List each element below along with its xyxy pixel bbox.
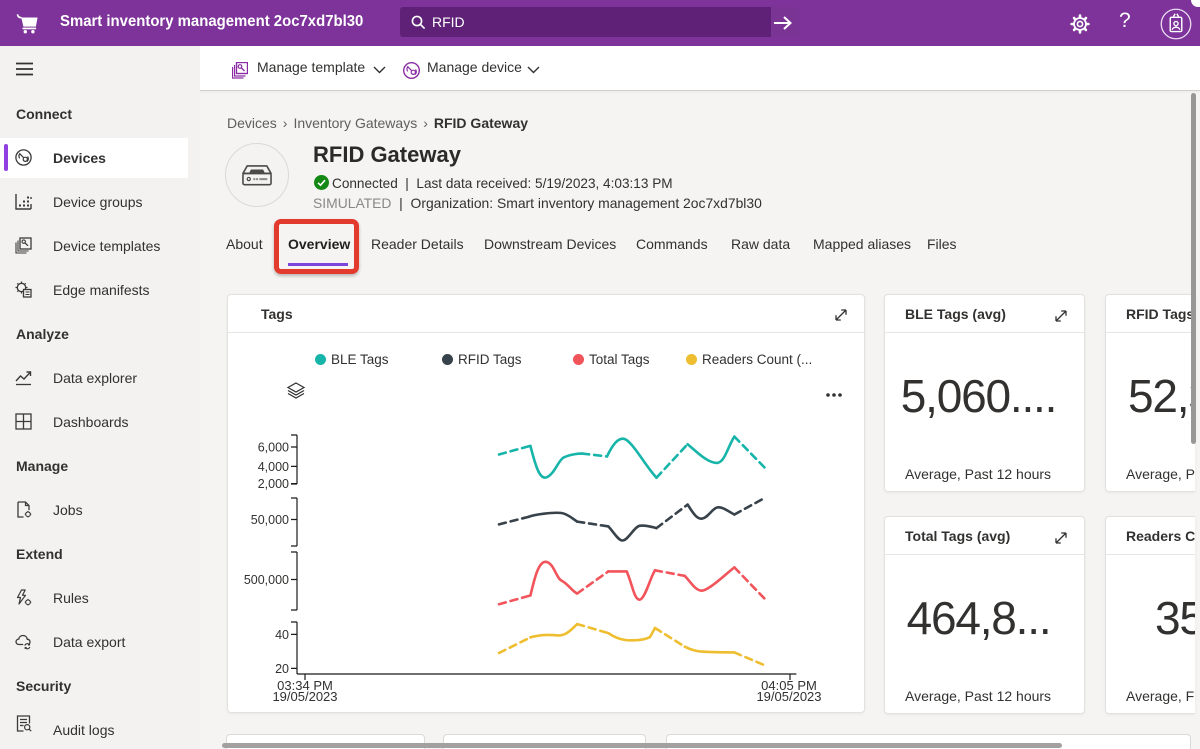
svg-text:20: 20 xyxy=(275,662,289,676)
svg-text:04:05 PM: 04:05 PM xyxy=(761,678,817,693)
svg-text:2,000: 2,000 xyxy=(258,477,289,491)
svg-text:19/05/2023: 19/05/2023 xyxy=(756,689,821,704)
svg-text:50,000: 50,000 xyxy=(251,513,289,527)
svg-text:Readers Count (...: Readers Count (... xyxy=(702,352,812,367)
svg-text:4,000: 4,000 xyxy=(258,460,289,474)
svg-text:6,000: 6,000 xyxy=(258,441,289,455)
svg-text:40: 40 xyxy=(275,628,289,642)
svg-text:RFID Tags: RFID Tags xyxy=(458,352,522,367)
svg-text:19/05/2023: 19/05/2023 xyxy=(272,689,337,704)
svg-text:Total Tags: Total Tags xyxy=(589,352,650,367)
svg-text:03:34 PM: 03:34 PM xyxy=(277,678,333,693)
svg-text:BLE Tags: BLE Tags xyxy=(331,352,389,367)
svg-text:500,000: 500,000 xyxy=(244,573,289,587)
